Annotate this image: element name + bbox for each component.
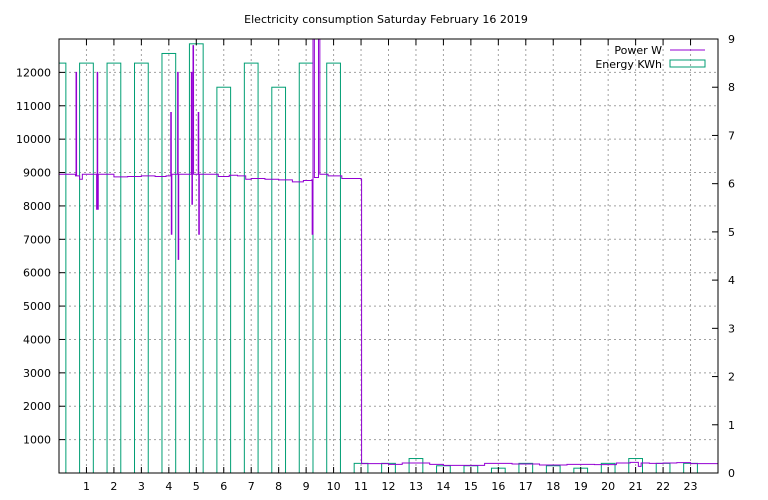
legend-label-power: Power W [614, 44, 662, 57]
x-tick-label: 7 [248, 480, 255, 493]
y-left-tick-label: 1000 [23, 434, 51, 447]
x-tick-label: 22 [656, 480, 670, 493]
power-line-group [59, 38, 718, 467]
x-tick-label: 4 [165, 480, 172, 493]
x-tick-label: 21 [629, 480, 643, 493]
y-left-tick-label: 11000 [16, 100, 51, 113]
y-left-tick-label: 12000 [16, 66, 51, 79]
x-tick-label: 10 [327, 480, 341, 493]
y-right-tick-label: 5 [728, 226, 735, 239]
y-left-tick-label: 7000 [23, 233, 51, 246]
energy-bar [58, 62, 67, 474]
x-tick-label: 18 [546, 480, 560, 493]
legend-label-energy: Energy KWh [595, 58, 662, 71]
x-tick-label: 17 [519, 480, 533, 493]
y-left-tick-label: 8000 [23, 200, 51, 213]
x-tick-label: 12 [382, 480, 396, 493]
y-left-tick-label: 2000 [23, 400, 51, 413]
grid-lines [59, 39, 718, 473]
x-tick-label: 14 [436, 480, 450, 493]
y-right-tick-label: 9 [728, 33, 735, 46]
x-tick-label: 16 [491, 480, 505, 493]
axis-ticks: 1 2 3 4 5 6 7 8 9 10 11 12 13 14 15 16 17 18 19 20 21 22 23100… [16, 33, 735, 493]
energy-bars [58, 43, 698, 474]
x-tick-label: 20 [601, 480, 615, 493]
x-tick-label: 15 [464, 480, 478, 493]
legend-swatch-energy [669, 59, 706, 68]
y-right-tick-label: 4 [728, 274, 735, 287]
y-right-tick-label: 7 [728, 129, 735, 142]
y-right-tick-label: 8 [728, 81, 735, 94]
x-tick-label: 8 [275, 480, 282, 493]
x-tick-label: 19 [574, 480, 588, 493]
y-left-tick-label: 5000 [23, 300, 51, 313]
y-right-tick-label: 6 [728, 178, 735, 191]
y-left-tick-label: 6000 [23, 267, 51, 280]
legend: Power W Energy KWh [595, 44, 706, 71]
y-left-tick-label: 9000 [23, 167, 51, 180]
y-left-tick-label: 3000 [23, 367, 51, 380]
x-tick-label: 3 [138, 480, 145, 493]
x-tick-label: 9 [303, 480, 310, 493]
y-left-tick-label: 10000 [16, 133, 51, 146]
x-tick-label: 2 [110, 480, 117, 493]
x-tick-label: 13 [409, 480, 423, 493]
y-left-tick-label: 4000 [23, 333, 51, 346]
x-tick-label: 11 [354, 480, 368, 493]
y-right-tick-label: 0 [728, 467, 735, 480]
power-line [59, 38, 718, 467]
y-right-tick-label: 1 [728, 419, 735, 432]
x-tick-label: 5 [193, 480, 200, 493]
y-right-tick-label: 2 [728, 371, 735, 384]
x-tick-label: 23 [684, 480, 698, 493]
x-tick-label: 6 [220, 480, 227, 493]
x-tick-label: 1 [83, 480, 90, 493]
chart-title: Electricity consumption Saturday Februar… [244, 13, 528, 26]
y-right-tick-label: 3 [728, 322, 735, 335]
